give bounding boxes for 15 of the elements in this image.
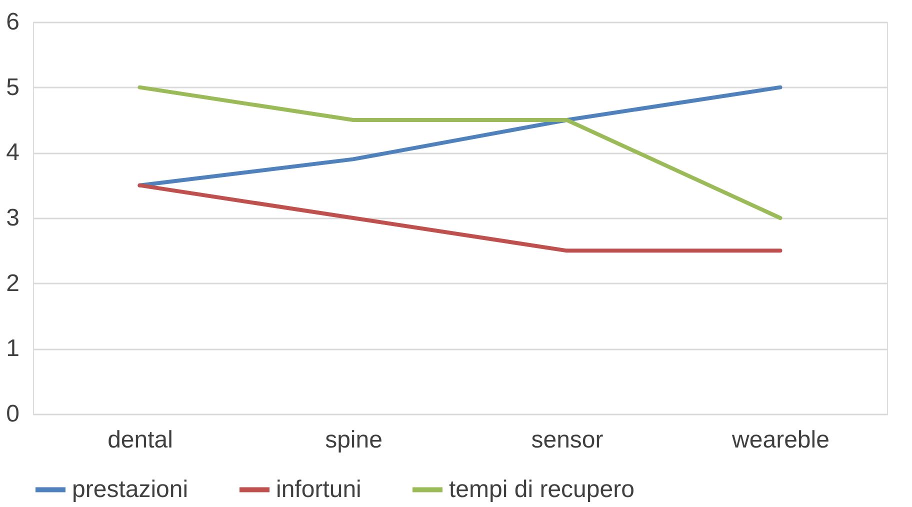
y-tick-label: 0 <box>6 400 20 428</box>
y-tick-label: 1 <box>6 335 20 362</box>
y-tick-label: 3 <box>6 204 20 232</box>
x-tick-label: dental <box>108 426 173 454</box>
line-series <box>138 85 782 188</box>
y-tick-label: 6 <box>6 8 20 36</box>
legend-label: infortuni <box>276 476 362 503</box>
x-tick-label: weareble <box>731 426 830 454</box>
legend-label: tempi di recupero <box>449 476 634 503</box>
x-tick-label: sensor <box>531 426 604 454</box>
y-tick-label: 2 <box>6 270 20 297</box>
x-tick-label: spine <box>325 426 382 454</box>
legend-label: prestazioni <box>72 476 188 503</box>
y-tick-label: 5 <box>6 74 20 101</box>
y-tick-label: 4 <box>6 139 20 166</box>
